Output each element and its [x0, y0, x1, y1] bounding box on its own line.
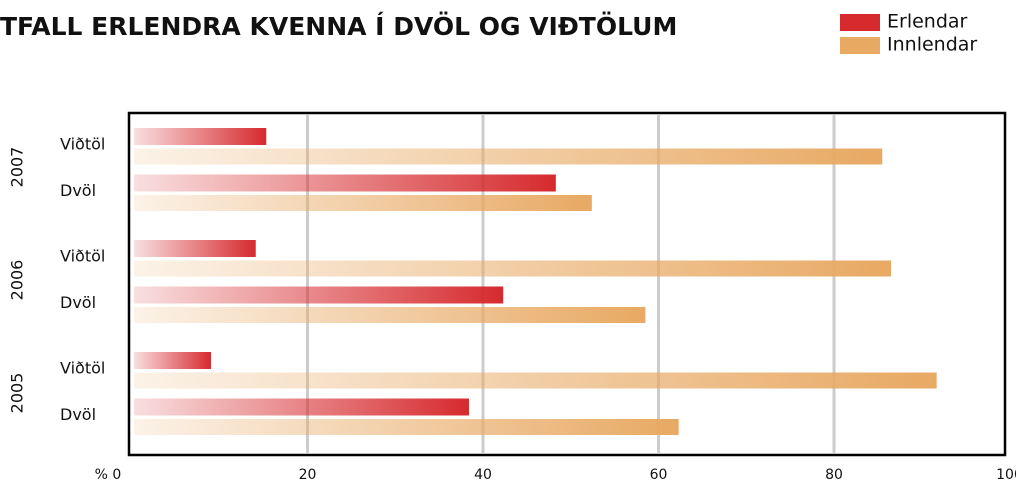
bar	[134, 372, 937, 389]
legend-label: Erlendar	[887, 11, 968, 33]
bar	[134, 307, 646, 323]
bar	[134, 174, 556, 192]
y-tick-label: Dvöl	[60, 405, 96, 424]
group-label: 2005	[8, 373, 27, 414]
bar	[134, 128, 267, 145]
bar	[134, 398, 469, 416]
x-tick-label: 100	[996, 467, 1016, 483]
bar	[134, 352, 211, 369]
y-tick-label: Viðtöl	[60, 135, 105, 154]
x-tick-label: % 0	[95, 467, 122, 483]
group-label: 2007	[8, 147, 27, 188]
bar	[134, 286, 504, 304]
legend-swatch	[840, 14, 880, 31]
y-tick-label: Dvöl	[60, 293, 96, 312]
legend-swatch	[840, 37, 880, 54]
bar	[134, 240, 256, 257]
bar	[134, 260, 892, 277]
x-tick-label: 80	[825, 467, 843, 483]
group-label: 2006	[8, 260, 27, 301]
x-tick-label: 40	[474, 467, 492, 483]
y-tick-label: Viðtöl	[60, 359, 105, 378]
y-tick-label: Viðtöl	[60, 247, 105, 266]
bar	[134, 195, 592, 211]
chart-title: TFALL ERLENDRA KVENNA Í DVÖL OG VIÐTÖLUM	[0, 11, 677, 41]
x-tick-label: 60	[650, 467, 668, 483]
bar	[134, 148, 883, 165]
bar	[134, 419, 679, 435]
y-tick-label: Dvöl	[60, 181, 96, 200]
legend-label: Innlendar	[887, 34, 977, 56]
x-tick-label: 20	[299, 467, 317, 483]
plot-frame	[127, 111, 1007, 457]
